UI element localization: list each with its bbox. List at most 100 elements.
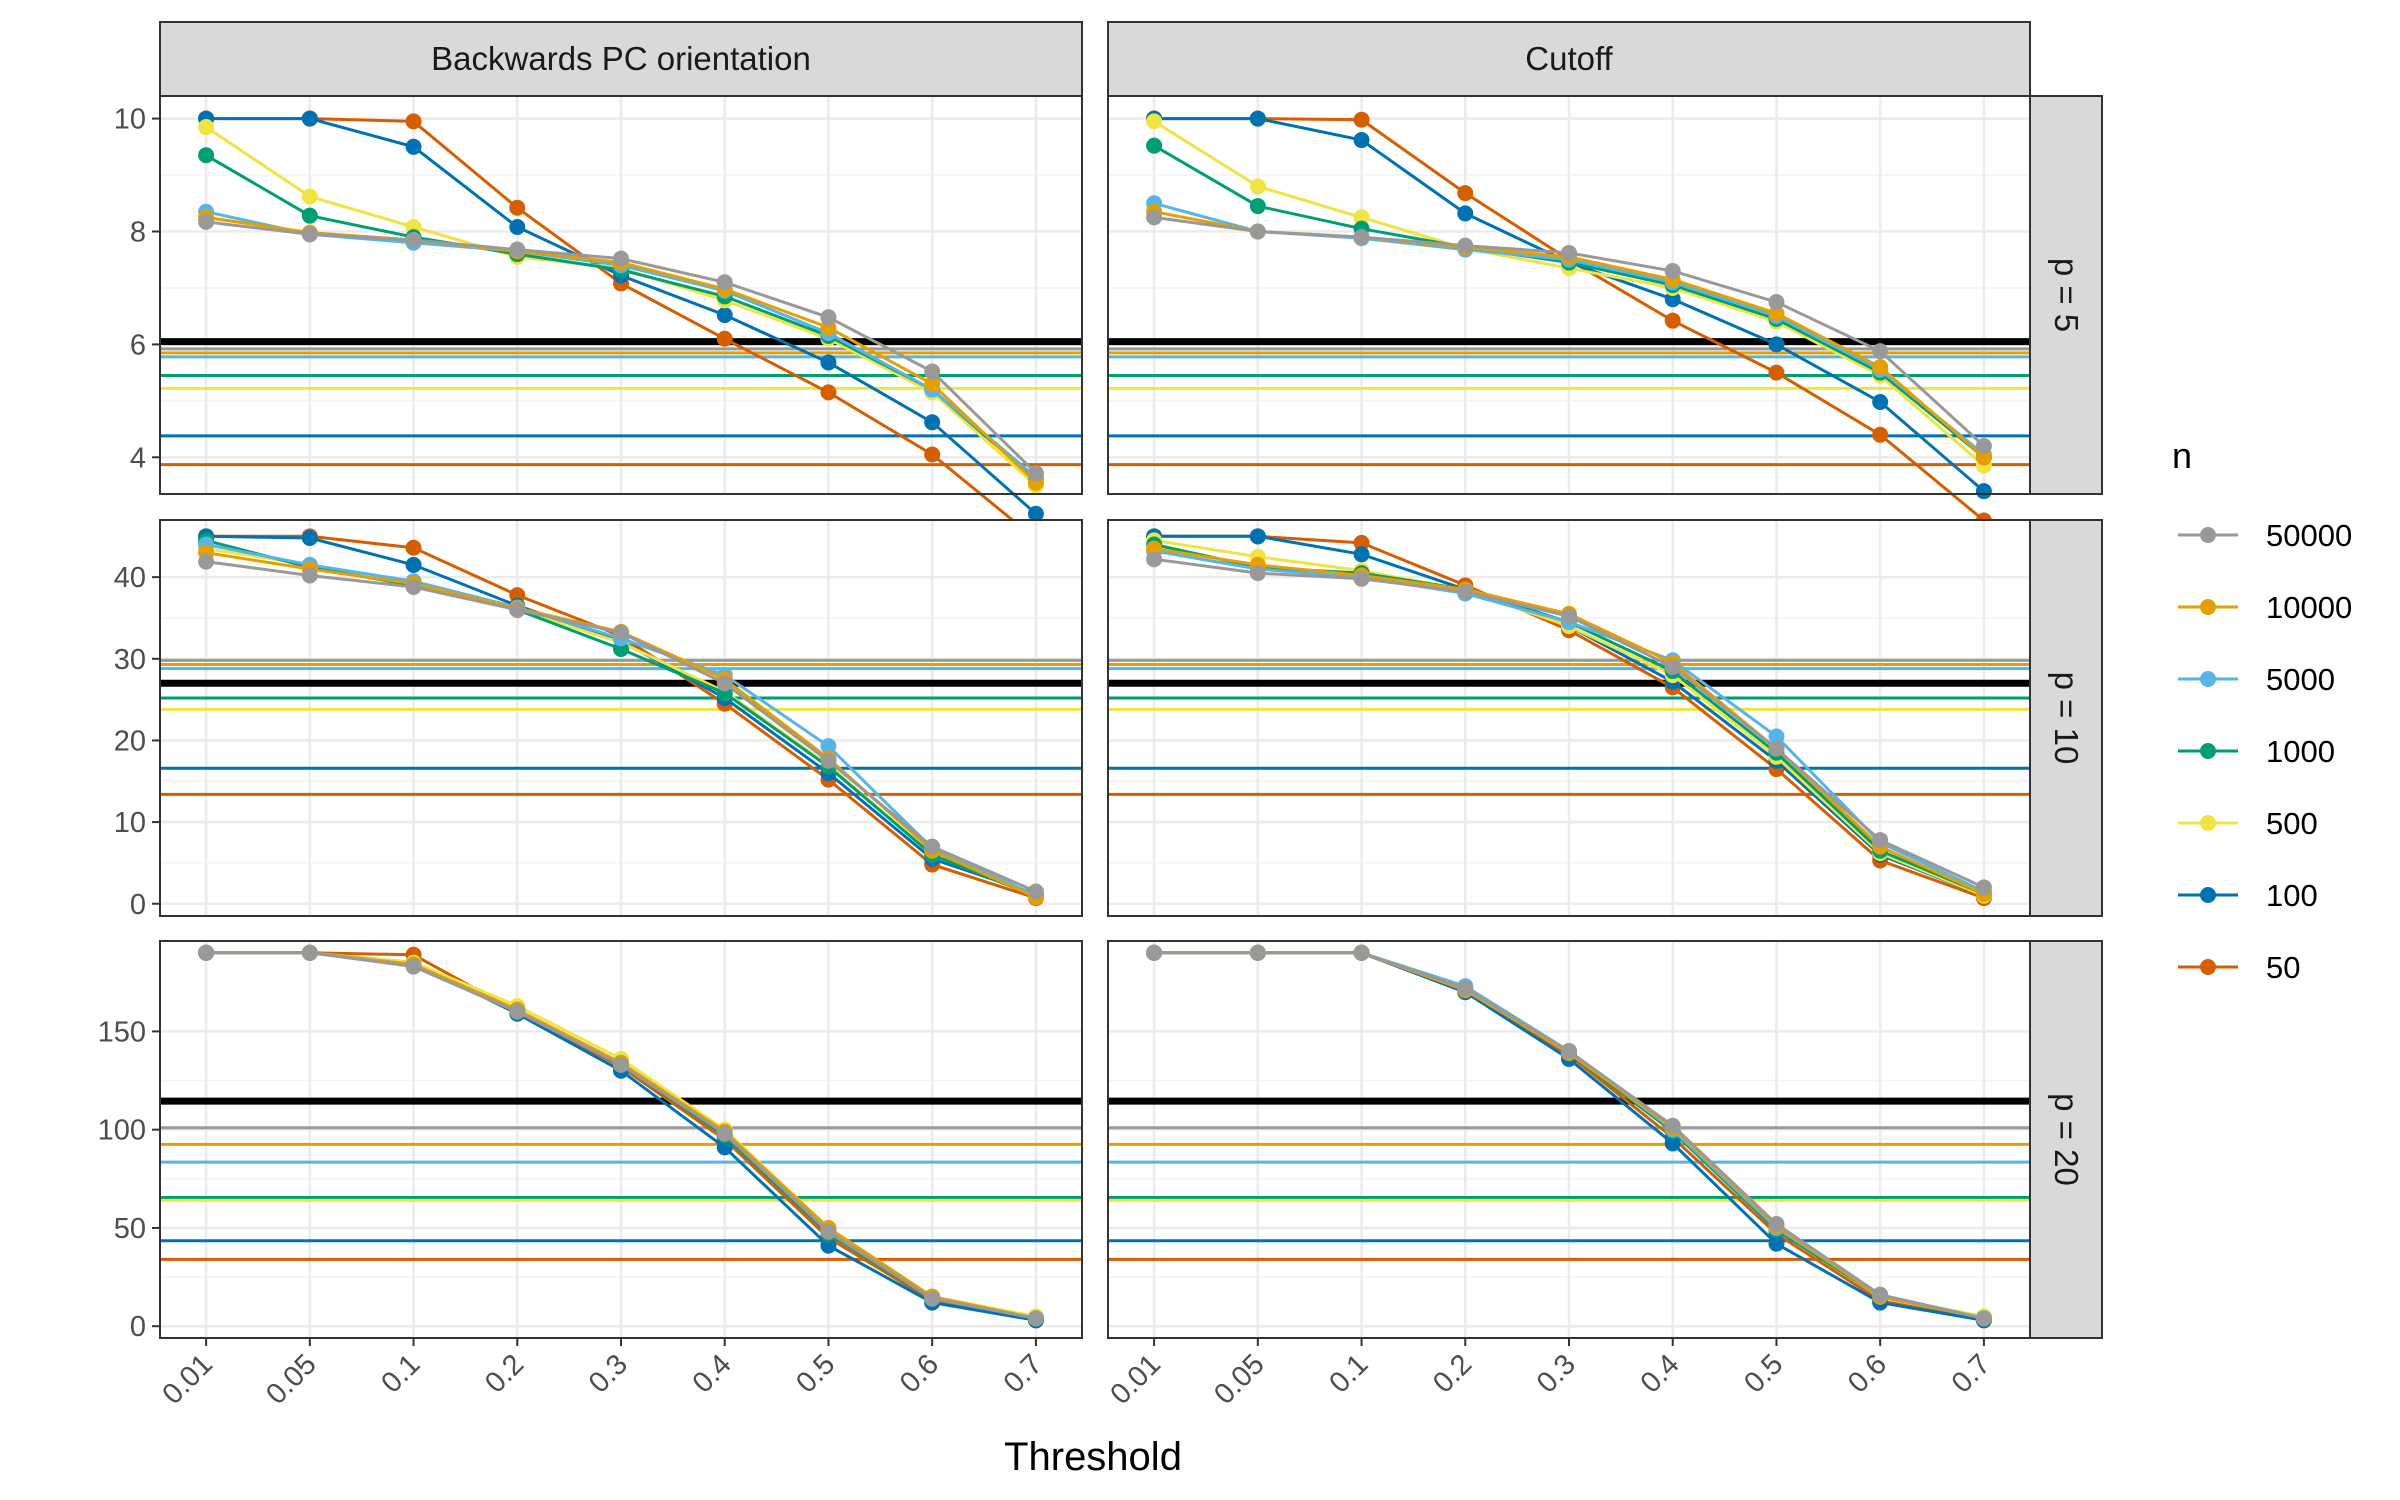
x-tick-label: 0.6 xyxy=(894,1348,945,1399)
x-tick-label: 0.7 xyxy=(998,1348,1049,1399)
data-point xyxy=(820,354,837,371)
data-point xyxy=(1249,223,1266,240)
data-point xyxy=(1353,944,1370,961)
series-n-50000 xyxy=(1146,209,1992,455)
x-tick-label: 0.6 xyxy=(1842,1348,1893,1399)
data-point xyxy=(405,231,422,248)
data-point xyxy=(1975,1310,1992,1327)
data-point xyxy=(1975,449,1992,466)
x-tick-label: 0.05 xyxy=(1208,1348,1271,1411)
legend: n 50000 10000 5000 1000 500 100 50 xyxy=(2172,435,2352,985)
data-point xyxy=(301,188,318,205)
y-tick-label: 50 xyxy=(114,1213,146,1245)
data-point xyxy=(405,138,422,155)
data-point xyxy=(1872,358,1889,375)
legend-entry-10000: 10000 xyxy=(2178,590,2352,625)
data-point xyxy=(1768,728,1785,745)
legend-label: 50000 xyxy=(2266,518,2352,553)
x-tick-label: 0.5 xyxy=(1738,1348,1789,1399)
data-point xyxy=(1768,1216,1785,1233)
data-point xyxy=(509,218,526,235)
y-tick-label: 20 xyxy=(114,725,146,757)
data-point xyxy=(1353,534,1370,551)
legend-entry-1000: 1000 xyxy=(2178,734,2335,769)
data-point xyxy=(1027,465,1044,482)
data-point xyxy=(924,1290,941,1307)
x-tick-label: 0.01 xyxy=(157,1348,220,1411)
data-point xyxy=(1768,336,1785,353)
data-point xyxy=(1249,565,1266,582)
data-point xyxy=(820,309,837,326)
legend-entry-500: 500 xyxy=(2178,806,2318,841)
y-tick-label: 10 xyxy=(114,104,146,136)
x-tick-label: 0.5 xyxy=(790,1348,841,1399)
data-point xyxy=(1457,583,1474,600)
data-point xyxy=(1249,178,1266,195)
x-tick-label: 0.7 xyxy=(1946,1348,1997,1399)
row-strip-label: p = 5 xyxy=(2048,258,2085,332)
legend-key-point xyxy=(2200,815,2216,831)
legend-label: 1000 xyxy=(2266,734,2335,769)
data-point xyxy=(1664,263,1681,280)
row-strip-label: p = 10 xyxy=(2048,672,2085,765)
column-strip-label: Backwards PC orientation xyxy=(431,40,811,77)
panel-cutoff-p-5 xyxy=(1107,95,2031,529)
data-point xyxy=(301,944,318,961)
row-strip-background xyxy=(2029,95,2103,495)
data-point xyxy=(1561,1043,1577,1060)
legend-label: 50 xyxy=(2266,950,2300,985)
legend-key-point xyxy=(2200,887,2216,903)
panel-border xyxy=(1107,95,2031,495)
data-point xyxy=(1561,608,1577,625)
legend-label: 100 xyxy=(2266,878,2318,913)
data-point xyxy=(198,944,215,961)
data-point xyxy=(1457,980,1474,997)
data-point xyxy=(1249,528,1266,545)
legend-entry-5000: 5000 xyxy=(2178,662,2335,697)
data-point xyxy=(1027,1310,1044,1327)
legend-entry-50: 50 xyxy=(2178,950,2300,985)
data-point xyxy=(509,601,526,618)
data-point xyxy=(820,384,837,401)
row-strip-background xyxy=(2029,940,2103,1339)
y-tick-label: 100 xyxy=(98,1115,146,1147)
y-tick-label: 0 xyxy=(130,889,146,921)
data-point xyxy=(405,556,422,573)
data-point xyxy=(198,553,215,570)
data-point xyxy=(1457,237,1474,254)
data-point xyxy=(301,226,318,243)
legend-key-point xyxy=(2200,959,2216,975)
data-point xyxy=(716,274,733,291)
data-point xyxy=(1664,312,1681,329)
data-point xyxy=(1872,832,1889,849)
column-strip-backwards-pc-orientation: Backwards PC orientation xyxy=(159,21,1083,97)
series-n-50000 xyxy=(198,553,1044,900)
data-point xyxy=(1457,185,1474,202)
panel-border xyxy=(1107,519,2031,917)
panel-backwards-pc-orientation-p-20: 0 50 100 150 0.01 0.05 0.1 0.2 0.3 0.4 0.5 0.6 0.7 xyxy=(98,940,1083,1411)
x-tick-label: 0.2 xyxy=(1427,1348,1478,1399)
data-point xyxy=(1664,1135,1681,1152)
legend-key-point xyxy=(2200,599,2216,615)
data-point xyxy=(1146,137,1163,154)
data-point xyxy=(1027,883,1044,900)
column-strip-background xyxy=(1107,21,2031,97)
data-point xyxy=(924,375,941,392)
legend-label: 500 xyxy=(2266,806,2318,841)
x-tick-label: 0.2 xyxy=(479,1348,530,1399)
data-point xyxy=(405,578,422,595)
x-tick-label: 0.1 xyxy=(375,1348,426,1399)
data-point xyxy=(1872,1286,1889,1303)
y-tick-label: 150 xyxy=(98,1016,146,1048)
data-point xyxy=(509,199,526,216)
data-point xyxy=(1768,1235,1785,1252)
data-point xyxy=(1768,294,1785,311)
data-point xyxy=(301,567,318,584)
x-tick-label: 0.4 xyxy=(687,1348,738,1399)
data-point xyxy=(820,1223,837,1240)
series-n-50000 xyxy=(198,944,1044,1327)
legend-key-point xyxy=(2200,743,2216,759)
y-tick-label: 40 xyxy=(114,562,146,594)
panel-cutoff-p-10 xyxy=(1107,519,2031,917)
data-point xyxy=(1768,305,1785,322)
